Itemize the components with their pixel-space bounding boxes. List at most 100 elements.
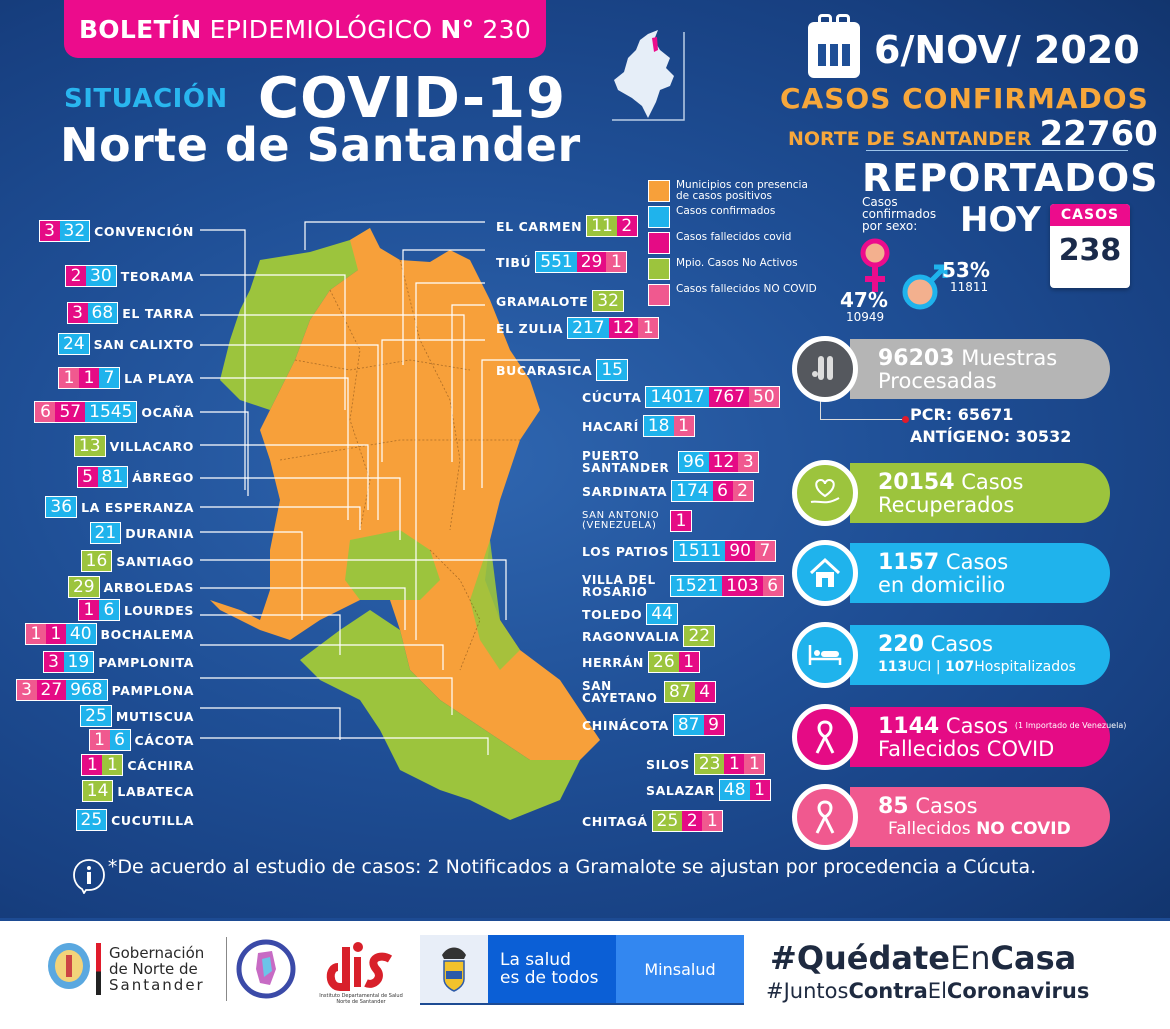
- date-text: 6/NOV/ 2020: [874, 28, 1140, 72]
- deaths-covid-box: 3: [43, 652, 64, 672]
- municipality-row: SAN ANTONIO (VENEZUELA) 1: [582, 508, 692, 534]
- legend-swatch: [648, 206, 670, 228]
- municipality-row: 29 ARBOLEDAS: [67, 576, 194, 598]
- confirmed-box: 174: [672, 481, 713, 501]
- municipality-row: HERRÁN 26 1: [582, 651, 700, 673]
- confirmed-box: 68: [87, 303, 118, 323]
- municipality-row: VILLA DEL ROSARIO 1521 103 6: [582, 572, 784, 600]
- inactive-box: 22: [684, 626, 715, 646]
- heart-hand-icon: [792, 460, 858, 526]
- inactive-box: 14: [82, 781, 113, 801]
- inactive-box: 26: [649, 652, 679, 672]
- municipality-name: EL CARMEN: [496, 218, 583, 234]
- municipality-row: 3 19 PAMPLONITA: [42, 651, 194, 673]
- bulletin-middle: EPIDEMIOLÓGICO: [209, 14, 433, 44]
- municipality-row: 16 SANTIAGO: [80, 550, 194, 572]
- case-boxes: 1 1 40: [24, 623, 97, 645]
- deaths-covid-box: 1: [678, 652, 699, 672]
- municipality-name: LOURDES: [123, 602, 194, 618]
- samples-stat: 96203 Muestras Procesadas: [792, 336, 1110, 402]
- house-icon: [792, 540, 858, 606]
- case-boxes: 3 68: [66, 302, 119, 324]
- bulletin-prefix: BOLETÍN: [78, 14, 202, 44]
- municipality-name: CONVENCIÓN: [94, 223, 194, 239]
- hashtag-part: Coronavirus: [946, 979, 1090, 1003]
- icu-label: UCI: [907, 658, 932, 675]
- deaths-covid-box: 3: [39, 221, 60, 241]
- legend-label: Casos fallecidos covid: [676, 231, 792, 243]
- legend-swatch: [648, 258, 670, 280]
- today-cases-card: CASOS 238: [1050, 204, 1130, 288]
- confirmed-box: 24: [59, 334, 89, 354]
- municipality-name: ÁBREGO: [132, 469, 194, 485]
- female-count: 10949: [846, 310, 885, 324]
- confirmed-region-label: NORTE DE SANTANDER: [788, 128, 1032, 150]
- municipality-name: BOCHALEMA: [100, 626, 194, 642]
- confirmed-box: 1545: [85, 402, 137, 422]
- municipality-row: EL ZULIA 217 12 1: [496, 317, 660, 339]
- case-boxes: 16: [80, 550, 113, 572]
- municipality-name: CÁCHIRA: [127, 757, 194, 773]
- municipality-name: HERRÁN: [582, 654, 644, 670]
- confirmed-box: 48: [719, 780, 750, 800]
- deaths-nocovid-box: 1: [673, 416, 694, 436]
- connector-dot: [902, 416, 909, 423]
- municipality-name: ARBOLEDAS: [103, 579, 194, 595]
- confirmed-box: 96: [679, 452, 709, 472]
- case-boxes: 36: [45, 496, 78, 518]
- case-boxes: 48 1: [718, 779, 771, 801]
- deaths-nocovid-box: 1: [606, 252, 627, 272]
- case-boxes: 5 81: [76, 466, 129, 488]
- deaths-covid-box: 3: [67, 303, 88, 323]
- deaths-covid-box: 1: [671, 511, 691, 531]
- hospitalized-label: Hospitalizados: [974, 658, 1076, 675]
- municipality-row: 6 57 1545 OCAÑA: [34, 401, 194, 423]
- deaths-covid-box: 2: [66, 266, 87, 286]
- divider: [866, 150, 1128, 151]
- infographic: BOLETÍN EPIDEMIOLÓGICO N° 230 SITUACIÓN …: [0, 0, 1170, 918]
- report-date: 6/NOV/ 2020: [808, 14, 1140, 78]
- salud-line: La salud: [500, 950, 571, 970]
- sex-label-line: por sexo:: [862, 219, 918, 233]
- info-icon: [73, 859, 105, 894]
- home-value: 1157: [878, 549, 940, 575]
- minsalud-banner: La salud es de todos Minsalud: [420, 935, 744, 1005]
- deaths-covid-box: 1: [749, 780, 770, 800]
- deaths-covid-stat: 1144 Casos (1 Importado de Venezuela) Fa…: [792, 704, 1126, 770]
- sex-label-line: confirmados: [862, 207, 937, 221]
- municipality-row: CHINÁCOTA 87 9: [582, 714, 725, 736]
- municipality-row: PUERTO SANTANDER 96 12 3: [582, 448, 760, 476]
- municipality-row: SAN CAYETANO 87 4: [582, 678, 716, 706]
- deaths-nocovid-box: 3: [738, 452, 759, 472]
- deaths-covid-box: 4: [694, 682, 715, 702]
- case-boxes: 3 32: [38, 220, 91, 242]
- municipality-row: TIBÚ 551 29 1: [496, 251, 628, 273]
- deaths-nocovid-box: 1: [25, 624, 46, 644]
- municipality-name: EL TARRA: [122, 305, 194, 321]
- inactive-box: 25: [652, 811, 683, 831]
- case-boxes: 1: [670, 510, 692, 532]
- confirmed-box: 25: [81, 706, 111, 726]
- pcr-count: PCR: 65671: [910, 405, 1014, 424]
- antigen-count: ANTÍGENO: 30532: [910, 427, 1072, 446]
- case-boxes: 2 30: [65, 265, 117, 287]
- deaths-covid-box: 1: [79, 368, 100, 388]
- legend-item: Mpio. Casos No Activos: [648, 258, 818, 280]
- confirmed-box: 14017: [646, 387, 709, 407]
- sex-label: Casos confirmados por sexo:: [862, 196, 936, 232]
- inactive-box: 32: [593, 291, 623, 311]
- case-boxes: 11 2: [586, 215, 638, 237]
- deaths-covid-box: 2: [682, 811, 703, 831]
- case-boxes: 217 12 1: [567, 317, 660, 339]
- ribbon-icon: [792, 704, 858, 770]
- deaths-covid-box: 1: [45, 624, 66, 644]
- case-boxes: 87 4: [664, 681, 716, 703]
- today-title: HOY: [960, 200, 1041, 240]
- municipality-row: LOS PATIOS 1511 90 7: [582, 540, 776, 562]
- divider: [226, 937, 227, 1001]
